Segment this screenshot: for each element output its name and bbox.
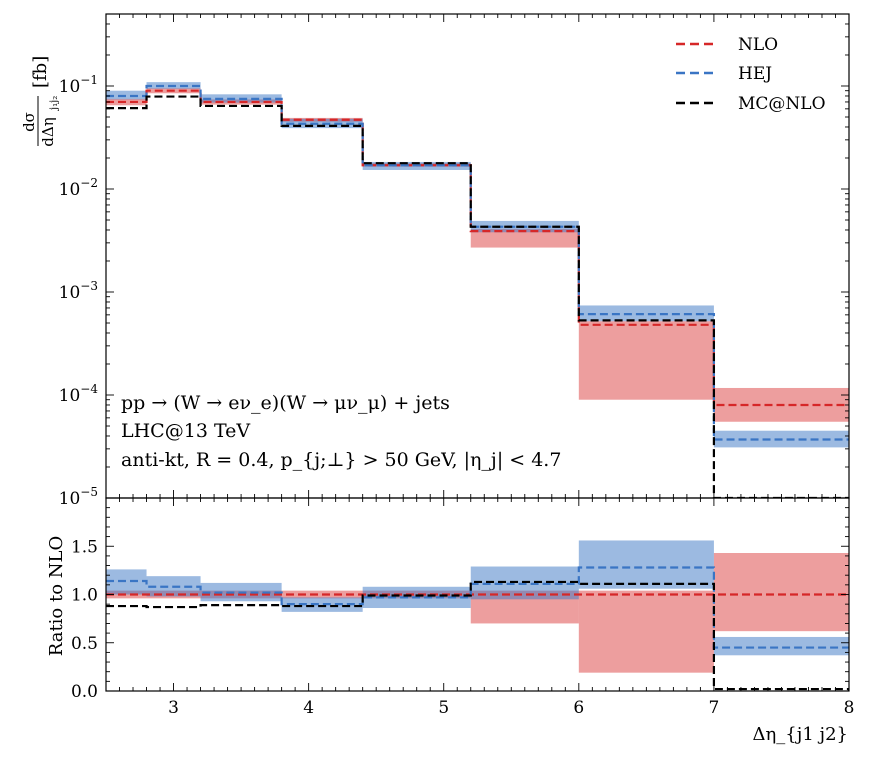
annotation-jet-cuts: anti-kt, R = 0.4, p_{j;⊥} > 50 GeV, |η_j… — [121, 449, 561, 471]
legend-label-mcatnlo: MC@NLO — [738, 94, 826, 114]
axis-tick-labels: 3 4 5 6 7 80.00.51.01.510−510−410−310−210−1 — [59, 73, 855, 718]
axis-ticks — [105, 13, 850, 692]
tick-base: 10 — [59, 386, 81, 406]
x-tick-label-3: 3 — [168, 698, 179, 718]
main-series-lines — [106, 84, 849, 498]
main-band-hej-bin-6 — [578, 305, 714, 322]
ratio-y-tick-label-0.5: 0.5 — [71, 634, 98, 654]
x-tick-label-6: 6 — [573, 698, 584, 718]
legend: NLO HEJ MC@NLO — [676, 35, 826, 114]
ratio-y-tick-label-1.0: 1.0 — [71, 586, 98, 606]
ratio-band-nlo-bin-7 — [713, 553, 849, 632]
main-y-tick-label-−2: 10−2 — [59, 176, 98, 200]
ylabel-unit: [fb] — [30, 56, 51, 88]
annotation-collider: LHC@13 TeV — [121, 420, 250, 442]
tick-base: 10 — [59, 283, 81, 303]
main-line-mcnlo — [106, 95, 849, 498]
ratio-band-hej-bin-7 — [713, 636, 849, 656]
main-line-hej — [106, 84, 849, 441]
main-y-axis-title: dσ dΔη j₁j₂ [fb] — [20, 56, 60, 147]
ylabel-numerator: dσ — [20, 112, 38, 132]
tick-exponent: −4 — [80, 382, 98, 396]
x-tick-label-8: 8 — [844, 698, 855, 718]
x-tick-label-7: 7 — [708, 698, 719, 718]
tick-base: 10 — [59, 180, 81, 200]
ylabel-denominator: dΔη — [39, 117, 57, 146]
ratio-y-tick-label-1.5: 1.5 — [71, 537, 98, 557]
main-band-hej-bin-0 — [106, 90, 147, 100]
tick-base: 10 — [59, 489, 81, 509]
legend-label-hej: HEJ — [738, 64, 772, 84]
ylabel-subscript: j₁j₂ — [49, 96, 60, 111]
tick-base: 10 — [59, 77, 81, 97]
main-line-nlo — [106, 89, 849, 407]
tick-exponent: −2 — [80, 176, 98, 190]
ratio-band-nlo-bin-6 — [578, 590, 714, 673]
tick-exponent: −1 — [80, 73, 98, 87]
tick-exponent: −3 — [80, 279, 98, 293]
main-y-tick-label-−1: 10−1 — [59, 73, 98, 97]
main-band-nlo-bin-6 — [578, 321, 714, 400]
ratio-y-tick-label-0.0: 0.0 — [71, 682, 98, 702]
x-tick-label-5: 5 — [438, 698, 449, 718]
tick-exponent: −5 — [80, 485, 98, 499]
main-band-nlo-bin-0 — [106, 98, 147, 106]
main-band-nlo-bin-5 — [470, 228, 579, 248]
main-y-tick-label-−3: 10−3 — [59, 279, 98, 303]
main-y-tick-label-−4: 10−4 — [59, 382, 99, 406]
ratio-band-hej-bin-6 — [578, 540, 714, 589]
x-axis-title: Δη_{j1 j2} — [753, 724, 848, 745]
ratio-band-hej-bin-3 — [281, 597, 363, 612]
main-band-hej-bin-3 — [281, 118, 363, 129]
main-y-tick-label-−5: 10−5 — [59, 485, 98, 509]
ratio-uncertainty-bands — [106, 540, 849, 673]
annotation-process: pp → (W → eν_e)(W → μν_μ) + jets — [121, 392, 450, 414]
ratio-series-lines — [106, 566, 849, 691]
ratio-line-mcnlo — [106, 580, 849, 691]
ratio-y-axis-title: Ratio to NLO — [46, 536, 67, 657]
legend-label-nlo: NLO — [738, 35, 778, 55]
x-tick-label-4: 4 — [303, 698, 314, 718]
